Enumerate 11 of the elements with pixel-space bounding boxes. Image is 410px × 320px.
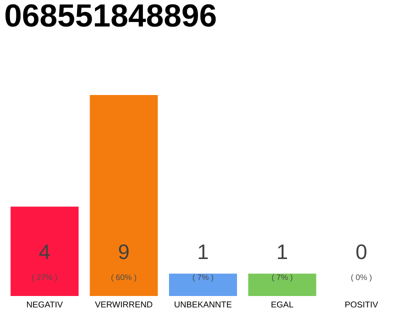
x-tick-label: POSITIV [345,302,378,308]
x-tick-label: NEGATIV [27,302,63,308]
x-tick-label: VERWIRREND [94,302,152,308]
x-tick-label: EGAL [272,302,294,308]
data-label: 9 [118,244,129,260]
x-tick-label: UNBEKANNTE [174,302,232,308]
data-label: 4 [39,244,50,259]
data-label: 1 [198,244,208,259]
data-label: 0 [356,244,366,260]
data-label: 1 [278,244,287,259]
chart-title: 068551848896 [5,4,216,27]
